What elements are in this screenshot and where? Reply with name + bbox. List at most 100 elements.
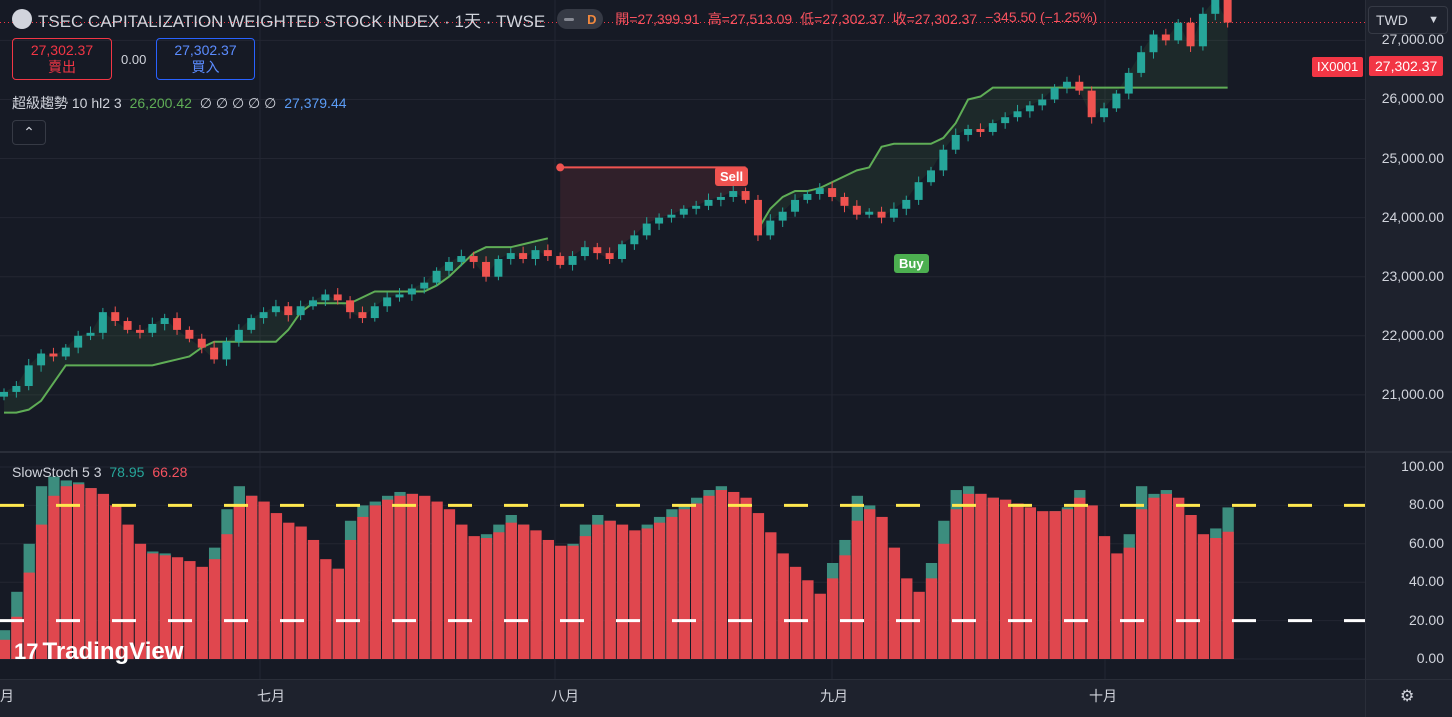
candle[interactable] <box>259 307 268 324</box>
candle[interactable] <box>432 267 441 287</box>
candle[interactable] <box>914 176 923 205</box>
candle[interactable] <box>716 192 725 207</box>
candle[interactable] <box>1174 19 1183 44</box>
candle[interactable] <box>630 230 639 250</box>
supertrend-legend[interactable]: 超級趨勢 10 hl2 3 26,200.42 ∅ ∅ ∅ ∅ ∅ 27,379… <box>12 93 347 113</box>
candle[interactable] <box>988 119 997 136</box>
candle[interactable] <box>840 192 849 213</box>
candle[interactable] <box>333 288 342 305</box>
candle[interactable] <box>618 240 626 263</box>
candle[interactable] <box>1075 75 1084 95</box>
candle[interactable] <box>383 292 392 312</box>
candle[interactable] <box>173 312 182 335</box>
candle[interactable] <box>457 249 466 267</box>
candle[interactable] <box>642 217 651 240</box>
candle[interactable] <box>61 344 70 361</box>
candle[interactable] <box>556 252 565 269</box>
symbol-title[interactable]: TSEC CAPITALIZATION WEIGHTED STOCK INDEX… <box>38 11 546 31</box>
candle[interactable] <box>939 144 948 177</box>
candle[interactable] <box>86 326 95 341</box>
candle[interactable] <box>964 124 973 142</box>
candle[interactable] <box>420 276 429 294</box>
candle[interactable] <box>247 314 256 334</box>
candle[interactable] <box>1124 67 1133 100</box>
candle[interactable] <box>766 214 775 240</box>
candle[interactable] <box>197 333 206 354</box>
candle[interactable] <box>346 296 355 319</box>
candle[interactable] <box>111 306 120 326</box>
candle[interactable] <box>49 347 58 362</box>
candle[interactable] <box>506 248 515 265</box>
candle[interactable] <box>791 194 800 217</box>
buy-button[interactable]: 27,302.37 買入 <box>156 38 255 80</box>
candle[interactable] <box>1211 0 1220 21</box>
candle[interactable] <box>692 200 701 215</box>
candle[interactable] <box>98 307 107 340</box>
candle[interactable] <box>494 255 503 281</box>
candle[interactable] <box>1186 17 1195 52</box>
candle[interactable] <box>927 166 935 186</box>
candle[interactable] <box>271 299 280 317</box>
candle[interactable] <box>1161 28 1170 46</box>
candle[interactable] <box>0 388 8 401</box>
candle[interactable] <box>1001 112 1010 129</box>
candle[interactable] <box>185 326 194 343</box>
candle[interactable] <box>729 185 738 202</box>
candle[interactable] <box>210 341 219 364</box>
candle[interactable] <box>309 296 317 310</box>
candle[interactable] <box>234 324 243 347</box>
candle[interactable] <box>370 302 379 322</box>
candle[interactable] <box>1223 0 1232 28</box>
sell-button[interactable]: 27,302.37 賣出 <box>12 38 112 80</box>
candle[interactable] <box>902 195 911 216</box>
candle[interactable] <box>531 245 540 266</box>
candle[interactable] <box>580 240 589 261</box>
candle[interactable] <box>667 209 676 223</box>
stoch-legend[interactable]: SlowStoch 5 3 78.95 66.28 <box>12 464 187 480</box>
price-chart[interactable] <box>0 0 1365 451</box>
candle[interactable] <box>976 123 985 137</box>
candle[interactable] <box>469 251 478 269</box>
candle[interactable] <box>1100 102 1109 123</box>
candle[interactable] <box>358 306 367 324</box>
candle[interactable] <box>407 284 416 301</box>
candle[interactable] <box>1137 45 1146 78</box>
candle[interactable] <box>803 190 812 204</box>
candle[interactable] <box>865 208 874 219</box>
tradingview-logo[interactable]: 17 TradingView <box>14 638 183 666</box>
candle[interactable] <box>135 324 144 339</box>
settings-gear-icon[interactable]: ⚙ <box>1400 688 1415 705</box>
stoch-chart[interactable] <box>0 453 1365 679</box>
candle[interactable] <box>1013 104 1022 122</box>
candle[interactable] <box>1149 30 1158 59</box>
candle[interactable] <box>321 289 330 307</box>
candle[interactable] <box>605 247 614 264</box>
candle[interactable] <box>284 302 293 322</box>
candle[interactable] <box>37 349 46 372</box>
candle[interactable] <box>1025 101 1034 118</box>
candle[interactable] <box>741 187 750 204</box>
candle[interactable] <box>543 244 552 262</box>
candle[interactable] <box>519 246 528 264</box>
candle[interactable] <box>148 317 157 338</box>
candle[interactable] <box>395 288 404 302</box>
pane-separator[interactable] <box>0 451 1452 453</box>
candle[interactable] <box>852 200 861 220</box>
candle[interactable] <box>482 256 491 282</box>
candle[interactable] <box>1112 90 1121 112</box>
candle[interactable] <box>655 213 664 230</box>
candle[interactable] <box>123 317 132 334</box>
candle[interactable] <box>24 358 33 391</box>
candle[interactable] <box>1062 76 1071 94</box>
candle[interactable] <box>704 193 713 211</box>
symbol-logo-icon[interactable] <box>12 9 32 29</box>
candle[interactable] <box>778 207 787 227</box>
candle[interactable] <box>160 313 169 331</box>
candle[interactable] <box>1198 7 1207 51</box>
candle[interactable] <box>222 337 231 366</box>
candle[interactable] <box>568 251 577 271</box>
candle[interactable] <box>74 330 83 354</box>
candle[interactable] <box>679 205 688 219</box>
candle[interactable] <box>444 256 453 277</box>
candle[interactable] <box>889 202 898 222</box>
